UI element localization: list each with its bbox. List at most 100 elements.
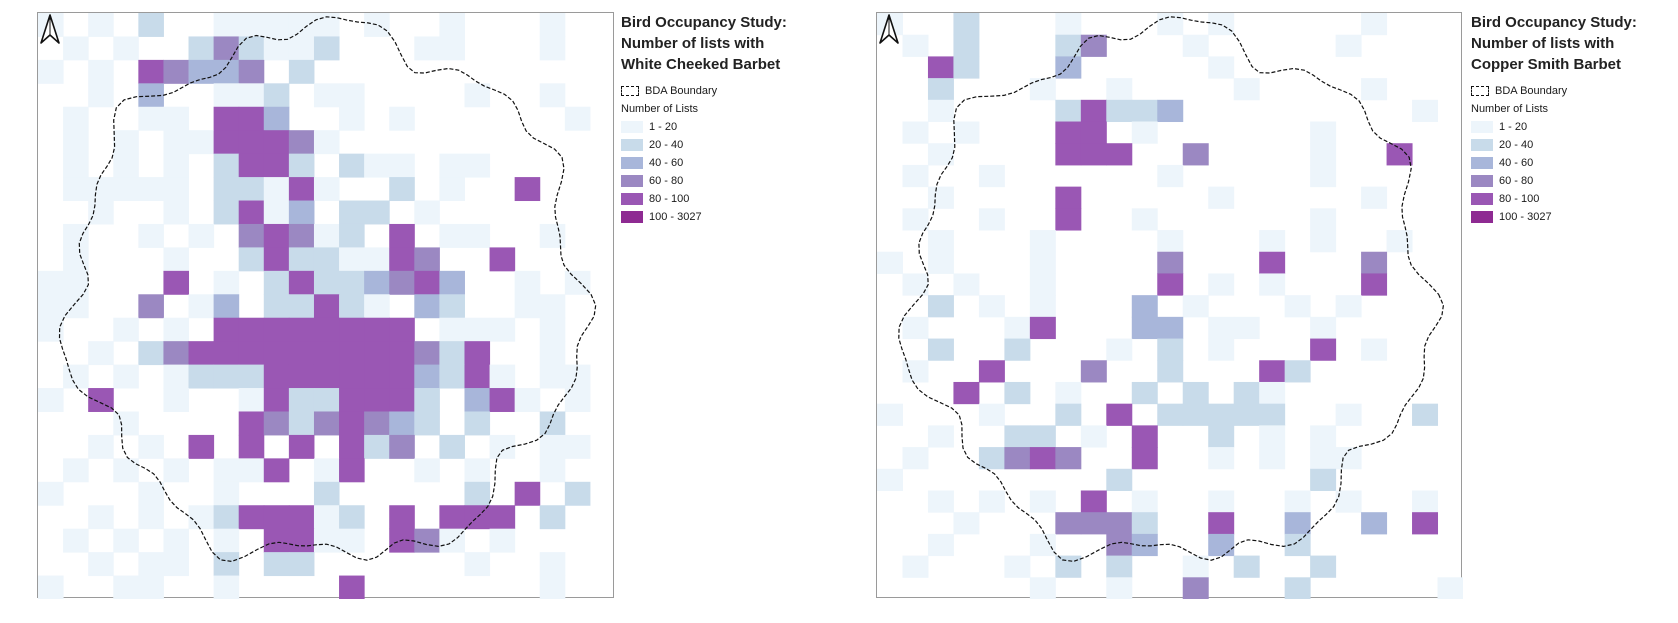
grid-cell <box>489 528 516 553</box>
grid-cell <box>1182 555 1209 578</box>
grid-cell <box>138 434 164 459</box>
grid-cell <box>263 458 290 483</box>
grid-cell <box>213 13 240 37</box>
grid-cell <box>927 533 954 557</box>
grid-cell <box>1157 360 1184 383</box>
grid-cell <box>313 83 340 108</box>
grid-cell <box>1131 208 1158 231</box>
grid-cell <box>1412 403 1439 426</box>
grid-cell <box>389 270 415 295</box>
grid-cell <box>313 36 340 61</box>
grid-cell <box>238 411 265 436</box>
grid-map <box>877 13 1463 599</box>
grid-cell <box>1208 403 1235 426</box>
grid-cell <box>364 13 390 37</box>
legend-class-row: 40 - 60 <box>621 154 821 172</box>
grid-cell <box>464 223 491 248</box>
class-label: 20 - 40 <box>1499 139 1534 151</box>
grid-cell <box>1055 121 1082 144</box>
grid-cell <box>927 99 954 123</box>
bda-boundary <box>898 16 1445 563</box>
grid-cell <box>1080 121 1107 144</box>
grid-cell <box>288 411 315 436</box>
grid-cell <box>389 411 415 436</box>
grid-cell <box>1208 186 1235 209</box>
grid-cell <box>238 177 265 202</box>
grid-cell <box>263 247 290 272</box>
grid-cell <box>88 434 114 459</box>
grid-cell <box>38 270 64 295</box>
grid-cell <box>1182 143 1209 166</box>
grid-cell <box>263 505 290 530</box>
legend-class-row: 100 - 3027 <box>621 208 821 226</box>
class-label: 60 - 80 <box>1499 175 1534 187</box>
grid-cell <box>163 552 190 577</box>
grid-cell <box>88 388 114 412</box>
grid-cell <box>439 153 465 178</box>
grid-cell <box>364 341 390 366</box>
grid-cell <box>1157 164 1184 188</box>
grid-cell <box>238 388 265 412</box>
grid-cell <box>877 468 903 491</box>
grid-cell <box>1284 577 1311 599</box>
grid-cell <box>1259 360 1286 383</box>
grid-cell <box>464 83 491 108</box>
grid-cell <box>288 247 315 272</box>
grid-cell <box>1182 403 1209 426</box>
grid-cell <box>1412 512 1439 535</box>
grid-cell <box>1208 273 1235 296</box>
grid-cell <box>1004 316 1031 340</box>
grid-cell <box>1029 316 1056 340</box>
grid-cell <box>1029 447 1056 470</box>
grid-cell <box>1208 13 1235 36</box>
grid-cell <box>953 34 980 57</box>
grid-cell <box>163 153 190 178</box>
grid-cell <box>288 130 315 155</box>
grid-cell <box>263 317 290 342</box>
grid-cell <box>539 434 566 459</box>
grid-cell <box>1004 381 1031 405</box>
grid-cell <box>364 317 390 342</box>
grid-cell <box>113 528 139 553</box>
class-swatch <box>1471 121 1493 133</box>
grid-cell <box>1259 381 1286 405</box>
grid-cell <box>564 270 591 295</box>
grid-cell <box>927 78 954 101</box>
grid-cell <box>464 505 491 530</box>
grid-cell <box>539 83 566 108</box>
grid-cell <box>238 223 265 248</box>
grid-cell <box>63 458 89 483</box>
grid-cell <box>63 364 89 389</box>
grid-cell <box>213 177 240 202</box>
grid-cell <box>1080 360 1107 383</box>
grid-cell <box>1055 13 1082 36</box>
grid-cell <box>1157 403 1184 426</box>
grid-cell <box>978 403 1005 426</box>
grid-cell <box>1055 99 1082 123</box>
grid-cell <box>288 317 315 342</box>
grid-cell <box>138 106 164 131</box>
grid-cell <box>927 230 954 253</box>
grid-cell <box>313 247 340 272</box>
grid-cell <box>339 364 365 389</box>
grid-cell <box>414 388 440 412</box>
grid-cell <box>163 59 190 84</box>
grid-cell <box>288 528 315 553</box>
grid-cell <box>414 528 440 553</box>
grid-cell <box>464 481 491 506</box>
grid-cell <box>163 528 190 553</box>
grid-cell <box>188 59 215 84</box>
grid-cell <box>63 223 89 248</box>
grid-cell <box>1029 425 1056 448</box>
grid-cell <box>539 317 566 342</box>
grid-cell <box>1080 34 1107 57</box>
grid-cell <box>489 505 516 530</box>
class-swatch <box>1471 139 1493 151</box>
grid-cell <box>514 388 541 412</box>
grid-cell <box>1106 143 1133 166</box>
grid-cell <box>1208 490 1235 513</box>
grid-cell <box>163 247 190 272</box>
grid-cell <box>414 411 440 436</box>
map-copper-smith-barbet <box>876 12 1463 599</box>
grid-cell <box>953 381 980 405</box>
